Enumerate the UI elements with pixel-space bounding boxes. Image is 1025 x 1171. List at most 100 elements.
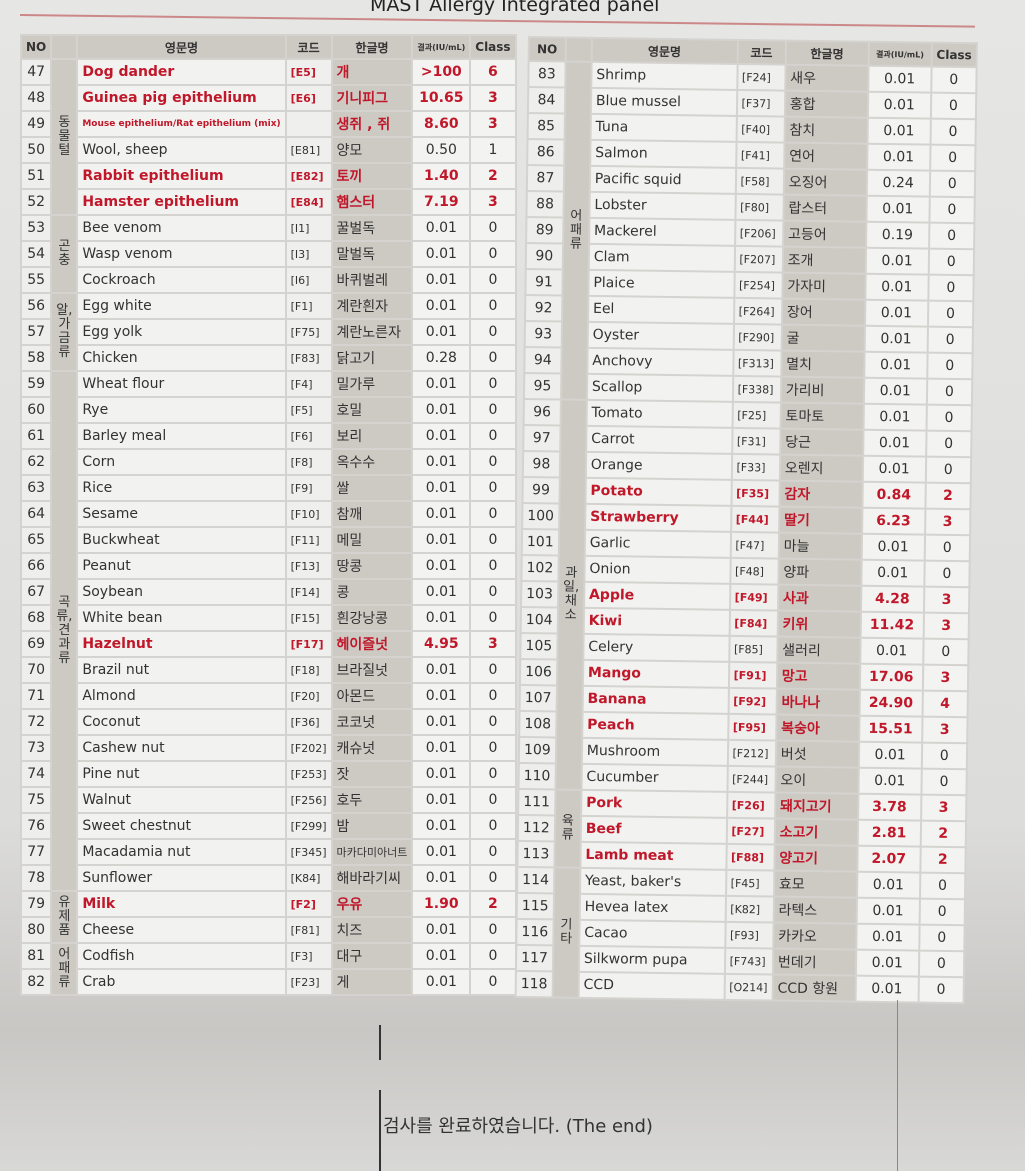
cell-en: Eel <box>587 295 734 324</box>
cell-code: [I6] <box>284 266 333 294</box>
cell-cls: 3 <box>923 586 970 614</box>
cell-res: 8.60 <box>411 110 472 138</box>
cell-ko: 오이 <box>775 766 859 794</box>
cell-en: Clam <box>588 243 735 272</box>
cell-en: Peanut <box>76 552 287 580</box>
table-row: 80 Cheese [F81] 치즈 0.01 0 <box>19 916 517 944</box>
category-label: 유제품 <box>50 890 79 944</box>
cell-code: [F1] <box>284 292 333 320</box>
cell-ko: 참깨 <box>330 500 414 528</box>
cell-res: 0.01 <box>867 65 932 93</box>
table-row: 63 Rice [F9] 쌀 0.01 0 <box>19 474 517 502</box>
cell-code: [F5] <box>284 396 333 424</box>
cell-cls: 0 <box>926 352 973 380</box>
cell-cls: 0 <box>930 118 976 146</box>
cell-ko: 기니피그 <box>330 84 414 112</box>
cell-res: 0.01 <box>856 897 920 925</box>
cell-no: 59 <box>19 370 53 398</box>
cell-res: 0.01 <box>411 500 472 528</box>
cell-res: 0.01 <box>861 559 925 587</box>
cell-cls: 1 <box>469 136 517 164</box>
table-row: 59 곡류,견과류 Wheat flour [F4] 밀가루 0.01 0 <box>19 370 517 892</box>
cell-no: 83 <box>528 61 566 88</box>
cell-no: 108 <box>519 710 557 738</box>
cell-code <box>284 110 333 138</box>
cell-code: [F244] <box>726 765 776 793</box>
cell-code: [I3] <box>284 240 333 268</box>
cell-no: 116 <box>516 918 554 946</box>
cell-res: 11.42 <box>860 611 924 639</box>
cell-ko: 딸기 <box>778 506 863 534</box>
cell-no: 97 <box>523 424 561 452</box>
cell-code: [K84] <box>284 864 333 892</box>
cell-en: Salmon <box>590 139 737 168</box>
cell-ko: 헤이즐넛 <box>330 630 414 658</box>
cell-code: [F35] <box>730 479 780 507</box>
cell-res: 0.01 <box>411 266 472 294</box>
cell-en: Buckwheat <box>76 526 287 554</box>
cell-ko: 새우 <box>785 64 869 92</box>
cell-cls: 0 <box>469 318 517 346</box>
header-code: 코드 <box>284 34 333 60</box>
table-row: 75 Walnut [F256] 호두 0.01 0 <box>19 786 517 814</box>
cell-res: 0.01 <box>859 637 924 665</box>
cell-ko: 땅콩 <box>330 552 414 580</box>
cell-ko: 바퀴벌레 <box>330 266 414 294</box>
cell-cls: 0 <box>469 266 517 294</box>
cell-code: [F212] <box>727 739 776 767</box>
cell-en: Plaice <box>588 269 735 298</box>
cell-cls: 0 <box>919 898 965 926</box>
cell-ko: 랍스터 <box>783 194 867 222</box>
cell-ko: 캐슈넛 <box>330 734 414 762</box>
cell-cls: 0 <box>469 474 517 502</box>
cell-res: 0.01 <box>411 526 472 554</box>
cell-res: 0.01 <box>861 533 925 561</box>
cell-en: Crab <box>76 968 287 996</box>
cell-ko: 닭고기 <box>330 344 414 372</box>
cell-res: 0.01 <box>867 117 931 145</box>
cell-cls: 0 <box>469 734 517 762</box>
cell-cls: 0 <box>927 326 973 354</box>
cell-code: [F207] <box>734 245 783 273</box>
cell-code: [F33] <box>731 453 780 481</box>
cell-cls: 0 <box>469 292 517 320</box>
cell-no: 60 <box>19 396 53 424</box>
category-label: 기타 <box>552 867 581 998</box>
cell-ko: 양고기 <box>774 844 858 872</box>
category-label: 동물털 <box>50 58 79 216</box>
cell-ko: 가리비 <box>780 376 864 404</box>
cell-en: Codfish <box>76 942 287 970</box>
table-row: 61 Barley meal [F6] 보리 0.01 0 <box>19 422 517 450</box>
header-ko: 한글명 <box>330 34 414 60</box>
cell-res: 0.50 <box>411 136 472 164</box>
header-res: 결과(IU/mL) <box>411 34 472 60</box>
cell-en: Celery <box>583 633 730 662</box>
allergy-table-right: NO 영문명 코드 한글명 결과(IU/mL) Class 83 어패류 Shrimp [F24]… <box>515 36 978 1004</box>
cell-cls: 3 <box>920 794 967 822</box>
cell-code: [F45] <box>725 869 775 897</box>
cell-code: [F31] <box>731 427 781 455</box>
cell-code: [F83] <box>284 344 333 372</box>
cell-cls: 0 <box>927 300 974 328</box>
cell-code: [F92] <box>728 687 777 715</box>
table-row: 82 Crab [F23] 게 0.01 0 <box>19 968 517 996</box>
cell-res: 0.01 <box>862 429 927 457</box>
cell-res: 0.01 <box>856 871 921 899</box>
cell-cls: 0 <box>929 196 975 224</box>
cell-ko: 토마토 <box>780 402 864 430</box>
cell-no: 92 <box>525 294 563 322</box>
cell-ko: 키위 <box>777 610 861 638</box>
cell-en: Macadamia nut <box>76 838 287 866</box>
cell-no: 90 <box>525 242 563 270</box>
category-label: 곤충 <box>50 214 79 294</box>
cell-en: Rabbit epithelium <box>76 162 287 190</box>
cell-res: 1.40 <box>411 162 472 190</box>
cell-no: 102 <box>521 554 559 582</box>
cell-no: 51 <box>19 162 53 190</box>
header-en: 영문명 <box>591 37 738 64</box>
cell-no: 101 <box>521 528 559 556</box>
cell-no: 66 <box>19 552 53 580</box>
table-row: 77 Macadamia nut [F345] 마카다미아너트 0.01 0 <box>19 838 517 866</box>
cell-no: 107 <box>519 684 557 712</box>
cell-en: Pork <box>580 789 727 818</box>
